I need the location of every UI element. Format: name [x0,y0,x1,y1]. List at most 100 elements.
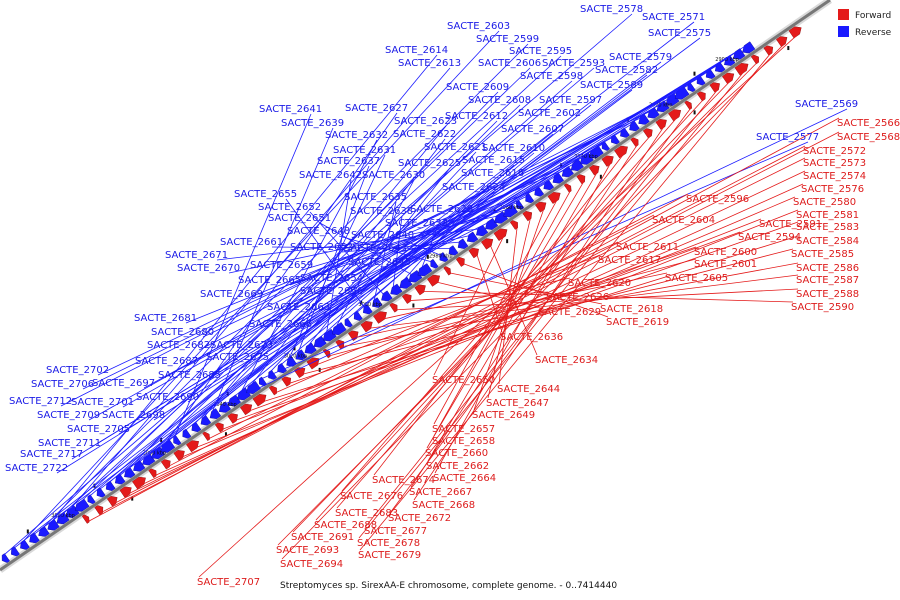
reverse-gene-arrow[interactable] [244,380,261,396]
forward-gene-arrow[interactable] [684,99,694,110]
forward-gene-label[interactable]: SACTE_2591 [759,219,822,230]
forward-gene-label[interactable]: SACTE_2644 [497,384,560,395]
forward-gene-label[interactable]: SACTE_2650 [432,375,495,386]
reverse-gene-label[interactable]: SACTE_2622 [393,129,456,140]
forward-gene-label[interactable]: SACTE_2629 [538,307,601,318]
forward-gene-label[interactable]: SACTE_2596 [686,194,749,205]
reverse-gene-label[interactable]: SACTE_2597 [539,95,602,106]
reverse-gene-label[interactable]: SACTE_2575 [648,28,711,39]
reverse-gene-label[interactable]: SACTE_2697 [92,378,155,389]
reverse-gene-label[interactable]: SACTE_2673 [210,340,273,351]
reverse-gene-label[interactable]: SACTE_2638 [350,206,413,217]
forward-gene-arrow[interactable] [696,90,708,102]
forward-gene-arrow[interactable] [509,219,520,230]
forward-gene-label[interactable]: SACTE_2568 [837,132,900,143]
forward-gene-label[interactable]: SACTE_2600 [694,247,757,258]
reverse-gene-label[interactable]: SACTE_2616 [461,168,524,179]
forward-gene-arrow[interactable] [576,172,588,185]
reverse-gene-label[interactable]: SACTE_2602 [518,108,581,119]
reverse-gene-label[interactable]: SACTE_2705 [67,424,130,435]
reverse-gene-label[interactable]: SACTE_2624 [442,182,505,193]
reverse-gene-label[interactable]: SACTE_2612 [445,111,508,122]
reverse-gene-label[interactable]: SACTE_2633 [385,218,448,229]
forward-gene-label[interactable]: SACTE_2594 [738,232,801,243]
reverse-gene-label[interactable]: SACTE_2690 [136,392,199,403]
reverse-gene-label[interactable]: SACTE_2615 [462,155,525,166]
reverse-gene-label[interactable]: SACTE_2685 [158,370,221,381]
forward-gene-label[interactable]: SACTE_2674 [372,475,435,486]
reverse-gene-label[interactable]: SACTE_2579 [609,52,672,63]
forward-gene-label[interactable]: SACTE_2679 [358,550,421,561]
reverse-gene-arrow[interactable] [361,304,373,316]
forward-gene-label[interactable]: SACTE_2636 [500,332,563,343]
forward-gene-arrow[interactable] [614,143,630,159]
forward-gene-label[interactable]: SACTE_2660 [425,448,488,459]
reverse-gene-label[interactable]: SACTE_2613 [398,58,461,69]
reverse-gene-label[interactable]: SACTE_2606 [478,58,541,69]
reverse-gene-label[interactable]: SACTE_2571 [642,12,705,23]
reverse-gene-label[interactable]: SACTE_2655 [234,189,297,200]
forward-gene-arrow[interactable] [630,136,641,148]
forward-gene-label[interactable]: SACTE_2634 [535,355,598,366]
reverse-gene-label[interactable]: SACTE_2610 [482,143,545,154]
reverse-gene-arrow[interactable] [171,435,182,447]
forward-gene-label[interactable]: SACTE_2581 [796,210,859,221]
reverse-gene-label[interactable]: SACTE_2577 [756,132,819,143]
forward-gene-label[interactable]: SACTE_2601 [694,259,757,270]
forward-gene-label[interactable]: SACTE_2586 [796,263,859,274]
reverse-gene-label[interactable]: SACTE_2578 [580,4,643,15]
forward-gene-label[interactable]: SACTE_2620 [568,278,631,289]
forward-gene-label[interactable]: SACTE_2590 [791,302,854,313]
forward-gene-label[interactable]: SACTE_2667 [409,487,472,498]
forward-gene-arrow[interactable] [373,309,389,324]
forward-gene-label[interactable]: SACTE_2572 [803,146,866,157]
reverse-gene-label[interactable]: SACTE_2640 [351,230,414,241]
reverse-gene-label[interactable]: SACTE_2682 [147,340,210,351]
reverse-gene-label[interactable]: SACTE_2648 [287,226,350,237]
reverse-gene-label[interactable]: SACTE_2701 [71,397,134,408]
reverse-gene-label[interactable]: SACTE_2595 [509,46,572,57]
reverse-gene-label[interactable]: SACTE_2663 [267,302,330,313]
forward-gene-arrow[interactable] [668,107,683,122]
reverse-gene-label[interactable]: SACTE_2722 [5,463,68,474]
reverse-gene-label[interactable]: SACTE_2652 [258,202,321,213]
reverse-gene-label[interactable]: SACTE_2651 [268,213,331,224]
forward-gene-arrow[interactable] [522,209,535,222]
reverse-gene-label[interactable]: SACTE_2687 [135,356,198,367]
reverse-gene-label[interactable]: SACTE_2675 [206,352,269,363]
forward-gene-label[interactable]: SACTE_2626 [546,292,609,303]
forward-gene-arrow[interactable] [788,24,804,39]
reverse-gene-label[interactable]: SACTE_2569 [795,99,858,110]
forward-gene-arrow[interactable] [481,236,495,250]
reverse-gene-label[interactable]: SACTE_2641 [259,104,322,115]
forward-gene-arrow[interactable] [493,226,510,241]
reverse-gene-label[interactable]: SACTE_2671 [165,250,228,261]
forward-gene-arrow[interactable] [563,182,573,193]
reverse-gene-label[interactable]: SACTE_2661 [220,237,283,248]
reverse-gene-label[interactable]: SACTE_2712 [9,396,72,407]
reverse-gene-label[interactable]: SACTE_2717 [20,449,83,460]
reverse-gene-arrow[interactable] [266,369,277,381]
reverse-gene-label[interactable]: SACTE_2628 [410,204,473,215]
forward-gene-label[interactable]: SACTE_2583 [796,222,859,233]
forward-gene-arrow[interactable] [734,60,751,76]
forward-gene-label[interactable]: SACTE_2693 [276,545,339,556]
reverse-gene-label[interactable]: SACTE_2680 [151,327,214,338]
reverse-gene-label[interactable]: SACTE_2653 [290,242,353,253]
reverse-gene-label[interactable]: SACTE_2659 [250,260,313,271]
reverse-gene-label[interactable]: SACTE_2654 [300,273,363,284]
forward-gene-label[interactable]: SACTE_2587 [796,275,859,286]
reverse-gene-label[interactable]: SACTE_2645 [348,257,411,268]
forward-gene-label[interactable]: SACTE_2618 [600,304,663,315]
reverse-gene-label[interactable]: SACTE_2666 [249,319,312,330]
reverse-gene-label[interactable]: SACTE_2711 [38,438,101,449]
reverse-gene-label[interactable]: SACTE_2642 [299,170,362,181]
reverse-gene-label[interactable]: SACTE_2593 [542,58,605,69]
reverse-gene-label[interactable]: SACTE_2589 [580,80,643,91]
reverse-gene-label[interactable]: SACTE_2670 [177,263,240,274]
forward-gene-arrow[interactable] [722,70,736,85]
forward-gene-label[interactable]: SACTE_2677 [364,526,427,537]
reverse-gene-label[interactable]: SACTE_2639 [281,118,344,129]
forward-gene-arrow[interactable] [750,53,761,65]
forward-gene-label[interactable]: SACTE_2664 [433,473,496,484]
